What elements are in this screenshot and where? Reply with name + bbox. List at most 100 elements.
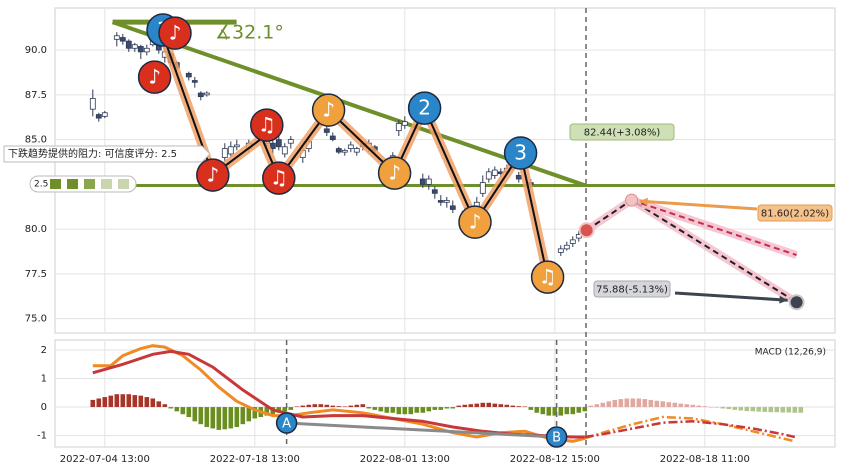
macd-bar xyxy=(294,406,300,408)
candle-body xyxy=(335,148,342,153)
candle-body xyxy=(347,144,354,149)
macd-bar xyxy=(612,399,618,408)
candle-body xyxy=(449,205,456,210)
macd-bar xyxy=(654,400,660,408)
star-icon xyxy=(118,179,129,189)
macd-bar xyxy=(690,404,696,408)
macd-bar xyxy=(624,398,630,408)
marker xyxy=(137,60,172,94)
macd-bar xyxy=(468,404,474,408)
marker-label: B xyxy=(552,431,561,446)
marker xyxy=(250,108,284,142)
macd-bar xyxy=(732,407,738,410)
candle-body xyxy=(191,80,198,83)
macd-bar xyxy=(660,401,666,408)
macd-bar xyxy=(486,402,492,408)
macd-bar xyxy=(354,404,360,408)
macd-bar xyxy=(186,407,192,418)
macd-bar xyxy=(234,407,240,428)
macd-bar xyxy=(462,404,468,408)
marker-label: ♪ xyxy=(148,65,161,89)
macd-bar xyxy=(138,395,144,408)
marker xyxy=(158,16,192,50)
marker xyxy=(275,412,298,434)
annotation-arrowhead xyxy=(639,197,648,206)
forecast-dif-line xyxy=(584,415,796,443)
candle-body xyxy=(431,189,438,194)
macd-bar xyxy=(582,407,588,412)
macd-bar xyxy=(180,407,186,415)
marker-label: ♪ xyxy=(388,161,401,185)
y-tick-label: 77.5 xyxy=(25,269,47,280)
macd-bar xyxy=(408,407,414,415)
macd-bar xyxy=(792,407,798,413)
macd-bar xyxy=(288,407,294,410)
x-tick-label: 2022-08-18 11:00 xyxy=(660,454,750,465)
candle-body xyxy=(395,123,402,132)
macd-bar xyxy=(390,407,396,413)
divergence-line xyxy=(286,421,557,439)
marker xyxy=(196,158,230,192)
candle-body xyxy=(341,149,348,153)
macd-bar xyxy=(252,407,258,419)
macd-bar xyxy=(420,407,426,413)
macd-bar xyxy=(798,407,804,413)
macd-bar xyxy=(648,399,654,408)
macd-bar xyxy=(702,406,708,408)
marker xyxy=(377,156,412,190)
macd-bar xyxy=(450,407,456,409)
annotation: 75.88(-5.13%) xyxy=(596,285,668,296)
macd-bar xyxy=(402,407,408,415)
macd-bar xyxy=(480,402,486,408)
marker xyxy=(311,93,346,127)
marker-label: A xyxy=(282,417,291,432)
marker-label: 3 xyxy=(514,141,527,165)
macd-bar xyxy=(570,407,576,415)
macd-bar xyxy=(642,399,648,408)
x-tick-label: 2022-07-18 13:00 xyxy=(210,454,300,465)
x-tick-label: 2022-08-12 15:00 xyxy=(510,454,600,465)
macd-bar xyxy=(498,404,504,408)
macd-bar xyxy=(168,407,174,409)
macd-bar xyxy=(144,397,150,408)
macd-bar xyxy=(162,404,168,408)
candle-body xyxy=(575,234,582,239)
marker-label: ♫ xyxy=(539,265,557,289)
macd-bar xyxy=(576,407,582,413)
candle-body xyxy=(419,178,426,185)
macd-bar xyxy=(558,407,564,416)
candle-body xyxy=(491,169,498,176)
marker-label: ♪ xyxy=(469,210,482,234)
candle-body xyxy=(125,40,132,49)
marker-label: ♪ xyxy=(322,98,335,122)
marker-label: ♪ xyxy=(169,21,182,45)
candle-body xyxy=(113,35,120,40)
macd-bar xyxy=(528,407,534,410)
marker-label: ♫ xyxy=(270,166,288,190)
y-tick-label: 0 xyxy=(41,402,47,413)
candle-body xyxy=(323,128,330,133)
overlay-layer: ∡32.1° 下跌趋势提供的阻力: 可信度评分: 2.5 2.5 1 ♪ ♪ ♪ ♫ ♫ ♪… xyxy=(3,13,833,448)
macd-bar xyxy=(594,404,600,408)
macd-bar xyxy=(708,407,714,408)
macd-bar xyxy=(744,407,750,412)
macd-bar xyxy=(738,407,744,411)
macd-bar xyxy=(360,404,366,408)
resistance-note-box xyxy=(3,145,211,163)
current-point xyxy=(578,222,595,239)
forecast-line xyxy=(631,199,797,257)
grid-layer: 90.0 87.5 85.0 80.0 77.5 75.0 2 1 0 -1 2022-07-04 … xyxy=(25,8,835,465)
macd-bar xyxy=(90,399,96,408)
y-tick-label: 2 xyxy=(41,345,47,356)
macd-bar xyxy=(318,404,324,408)
macd-bar xyxy=(534,407,540,413)
annotation-arrow xyxy=(674,291,788,302)
macd-bar xyxy=(330,405,336,408)
macd-bar xyxy=(666,402,672,408)
macd-bar xyxy=(774,407,780,413)
macd-bar xyxy=(222,407,228,430)
candle-body xyxy=(353,148,360,153)
macd-bar xyxy=(750,407,756,412)
angle-label: ∡32.1° xyxy=(215,22,284,44)
